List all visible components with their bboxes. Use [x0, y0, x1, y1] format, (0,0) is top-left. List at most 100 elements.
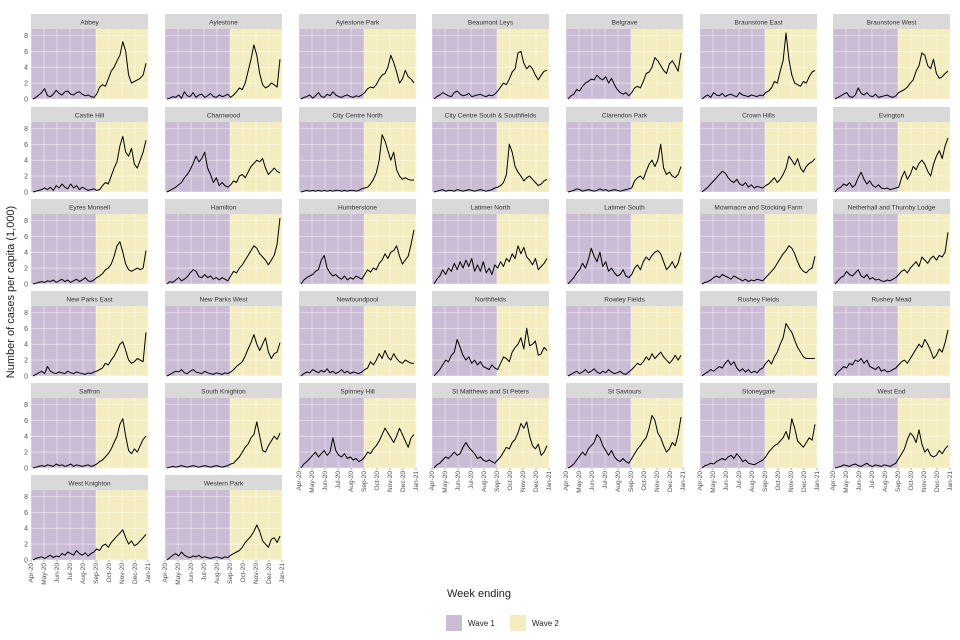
x-tick-label: Oct-20 — [775, 471, 782, 491]
wave-1-region — [165, 398, 230, 468]
x-tick-label: Jun-20 — [455, 471, 462, 491]
wave-1-region — [833, 306, 898, 376]
panel-humberstone: Humberstone — [299, 199, 416, 284]
wave-1-region — [31, 306, 96, 376]
panel-title: City Centre North — [332, 113, 383, 120]
y-tick-label: 4 — [24, 526, 28, 533]
panel-netherhall-and-thurnby-lodge: Netherhall and Thurnby Lodge — [833, 199, 950, 284]
panel-title: Newfoundpool — [337, 297, 379, 304]
x-tick-label: Jun-20 — [589, 471, 596, 491]
x-tick-label: Jul-20 — [67, 563, 74, 581]
x-tick-label: Nov-20 — [654, 471, 661, 492]
y-tick-label: 4 — [24, 434, 28, 441]
wave-1-region — [432, 122, 497, 192]
x-tick-label: Nov-20 — [788, 471, 795, 492]
x-tick-label: Apr-20 — [296, 471, 303, 491]
panel-eyres-monsell: Eyres Monsell 0 2 4 6 8 — [24, 199, 148, 289]
x-tick-label: Jan-21 — [279, 563, 286, 583]
x-tick-label: Aug-20 — [749, 471, 756, 492]
wave-1-region — [833, 398, 898, 468]
panel-beaumont-leys: Beaumont Leys — [432, 14, 549, 99]
y-tick-label: 6 — [24, 326, 28, 333]
panel-title: City Centre South & Southfields — [445, 113, 537, 120]
panel-stoneygate: StoneygateApr-20 May-20 Jun-20 Jul-20 Aug-20… — [697, 383, 821, 493]
panel-latimer-south: Latimer South — [566, 199, 683, 284]
x-tick-label: May-20 — [843, 471, 850, 493]
y-tick-label: 4 — [24, 65, 28, 72]
panel-clarendon-park: Clarendon Park — [566, 107, 683, 192]
panel-title: Aylestone — [209, 20, 238, 27]
panel-title: New Parks East — [66, 297, 112, 304]
panel-braunstone-east: Braunstone East — [700, 14, 817, 99]
wave-1-region — [700, 306, 765, 376]
panel-title: Aylestone Park — [336, 20, 380, 27]
x-tick-label: Nov-20 — [520, 471, 527, 492]
wave-1-region — [165, 29, 230, 99]
x-tick-label: Apr-20 — [830, 471, 837, 491]
panel-title: Spinney Hill — [340, 389, 375, 396]
x-tick-label: Dec-20 — [801, 471, 808, 492]
x-tick-label: Apr-20 — [28, 563, 35, 583]
panel-title: Mowmacre and Stocking Farm — [714, 205, 802, 212]
x-tick-label: Aug-20 — [615, 471, 622, 492]
y-axis-title: Number of cases per capita (1,000) — [5, 206, 17, 378]
x-tick-label: Apr-20 — [429, 471, 436, 491]
panel-title: Braunstone West — [867, 20, 917, 27]
x-tick-label: Jul-20 — [468, 471, 475, 489]
wave-1-region — [165, 306, 230, 376]
x-tick-label: Oct-20 — [240, 563, 247, 583]
x-tick-label: Nov-20 — [119, 563, 126, 584]
y-tick-label: 2 — [24, 81, 28, 88]
y-tick-label: 2 — [24, 542, 28, 549]
x-tick-label: Dec-20 — [132, 563, 139, 584]
panel-title: Abbey — [80, 20, 99, 27]
x-tick-label: Dec-20 — [667, 471, 674, 492]
wave-1-region — [432, 214, 497, 284]
panel-title: Stoneygate — [742, 389, 775, 396]
wave-1-region — [833, 214, 898, 284]
y-tick-label: 8 — [24, 402, 28, 409]
panel-title: Braunstone East — [734, 20, 782, 27]
x-tick-label: Jul-20 — [201, 563, 208, 581]
x-tick-label: Sep-20 — [93, 563, 100, 584]
wave-1-region — [165, 122, 230, 192]
y-tick-label: 8 — [24, 310, 28, 317]
wave-1-region — [31, 29, 96, 99]
wave-1-region — [566, 306, 631, 376]
x-tick-label: Jan-21 — [814, 471, 821, 491]
x-tick-label: Aug-20 — [348, 471, 355, 492]
panel-title: Rushey Fields — [738, 297, 780, 304]
x-tick-label: Apr-20 — [563, 471, 570, 491]
panel-newfoundpool: Newfoundpool — [299, 291, 416, 376]
panel-west-knighton: West Knighton02468Apr-20 May-20 Jun-20 Jul-… — [24, 475, 152, 585]
panel-title: West Knighton — [68, 481, 111, 488]
y-tick-label: 6 — [24, 418, 28, 425]
x-tick-label: Sep-20 — [762, 471, 769, 492]
wave-1-region — [432, 398, 497, 468]
y-tick-label: 0 — [24, 282, 28, 289]
y-tick-label: 8 — [24, 218, 28, 225]
panel-crown-hills: Crown Hills — [700, 107, 817, 192]
panel-rushey-mead: Rushey Mead — [833, 291, 950, 376]
panel-title: Eyres Monsell — [69, 205, 110, 212]
y-tick-label: 0 — [24, 190, 28, 197]
legend: Wave 1 Wave 2 — [446, 615, 559, 631]
panel-st-matthews-and-st-peters: St Matthews and St Peters Apr-20 May-20 Jun… — [429, 383, 553, 493]
panel-grid: Abbey 0 2 4 6 8 Aylestone Aylestone Park Beaumon… — [24, 14, 954, 585]
panel-title: Hamilton — [211, 205, 237, 212]
y-tick-label: 6 — [24, 49, 28, 56]
x-tick-label: Jul-20 — [736, 471, 743, 489]
wave-1-region — [566, 122, 631, 192]
panel-latimer-north: Latimer North — [432, 199, 549, 284]
panel-rowley-fields: Rowley Fields — [566, 291, 683, 376]
panel-new-parks-west: New Parks West — [165, 291, 282, 376]
panel-title: St Matthews and St Peters — [452, 389, 530, 396]
panel-charnwood: Charnwood — [165, 107, 282, 192]
x-tick-label: Jul-20 — [869, 471, 876, 489]
x-tick-label: Apr-20 — [162, 563, 169, 583]
wave-1-region — [299, 122, 364, 192]
panel-title: Rowley Fields — [604, 297, 645, 304]
x-tick-label: Sep-20 — [494, 471, 501, 492]
x-tick-label: Jun-20 — [856, 471, 863, 491]
panel-title: Latimer South — [604, 205, 645, 212]
